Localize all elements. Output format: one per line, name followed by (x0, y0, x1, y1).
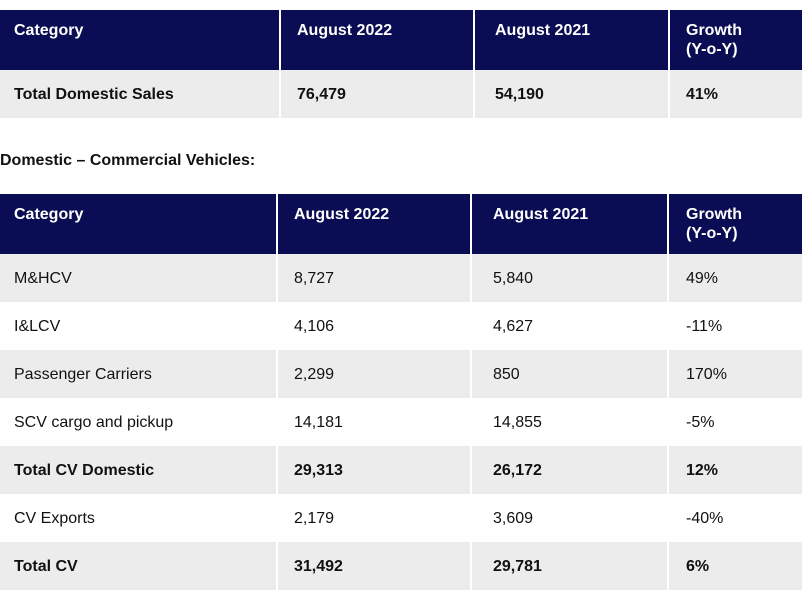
cell-growth: -40% (668, 494, 802, 542)
cell-growth: -5% (668, 398, 802, 446)
column-header-growth: Growth (Y-o-Y) (669, 10, 802, 70)
cell-august-2021: 850 (471, 350, 669, 398)
table-row: Total Domestic Sales 76,479 54,190 41% (0, 70, 802, 118)
cell-category: SCV cargo and pickup (0, 398, 278, 446)
table-row: Total CV 31,492 29,781 6% (0, 542, 802, 590)
cell-august-2022: 29,313 (277, 446, 472, 494)
cell-august-2022: 8,727 (277, 254, 472, 302)
column-header-growth: Growth (Y-o-Y) (668, 194, 802, 254)
cell-category: Passenger Carriers (0, 350, 278, 398)
column-header-category: Category (0, 194, 278, 254)
cell-august-2022: 2,299 (277, 350, 472, 398)
cell-category: I&LCV (0, 302, 278, 350)
cell-growth: 170% (668, 350, 802, 398)
table-row: M&HCV 8,727 5,840 49% (0, 254, 802, 302)
cell-august-2021: 5,840 (471, 254, 669, 302)
cell-august-2022: 2,179 (277, 494, 472, 542)
cell-august-2021: 29,781 (471, 542, 669, 590)
cell-growth: 12% (668, 446, 802, 494)
cell-category: M&HCV (0, 254, 278, 302)
cell-category: Total CV Domestic (0, 446, 278, 494)
domestic-sales-summary-table: Category August 2022 August 2021 Growth … (0, 10, 802, 118)
table-header-row: Category August 2022 August 2021 Growth … (0, 10, 802, 70)
column-header-august-2022: August 2022 (277, 194, 472, 254)
cell-growth: 49% (668, 254, 802, 302)
cell-august-2022: 31,492 (277, 542, 472, 590)
cell-august-2021: 3,609 (471, 494, 669, 542)
section-title-prefix: Domestic – (0, 152, 90, 169)
table-row: Total CV Domestic 29,313 26,172 12% (0, 446, 802, 494)
commercial-vehicles-table: Category August 2022 August 2021 Growth … (0, 194, 802, 590)
cell-august-2021: 4,627 (471, 302, 669, 350)
cell-category: CV Exports (0, 494, 278, 542)
cell-august-2022: 4,106 (277, 302, 472, 350)
cell-growth: 6% (668, 542, 802, 590)
column-header-august-2021: August 2021 (471, 194, 669, 254)
cell-growth: -11% (668, 302, 802, 350)
table-row: CV Exports 2,179 3,609 -40% (0, 494, 802, 542)
table-row: SCV cargo and pickup 14,181 14,855 -5% (0, 398, 802, 446)
cell-august-2021: 26,172 (471, 446, 669, 494)
cell-growth: 41% (669, 70, 802, 118)
cell-august-2021: 54,190 (474, 70, 670, 118)
table-header-row: Category August 2022 August 2021 Growth … (0, 194, 802, 254)
table-row: Passenger Carriers 2,299 850 170% (0, 350, 802, 398)
section-title: Domestic – Commercial Vehicles: (0, 151, 255, 171)
column-header-category: Category (0, 10, 281, 70)
column-header-august-2021: August 2021 (474, 10, 670, 70)
cell-august-2021: 14,855 (471, 398, 669, 446)
section-title-main: Commercial Vehicles: (89, 152, 256, 169)
column-header-august-2022: August 2022 (280, 10, 475, 70)
cell-august-2022: 76,479 (280, 70, 475, 118)
cell-category: Total Domestic Sales (0, 70, 281, 118)
cell-category: Total CV (0, 542, 278, 590)
cell-august-2022: 14,181 (277, 398, 472, 446)
table-row: I&LCV 4,106 4,627 -11% (0, 302, 802, 350)
